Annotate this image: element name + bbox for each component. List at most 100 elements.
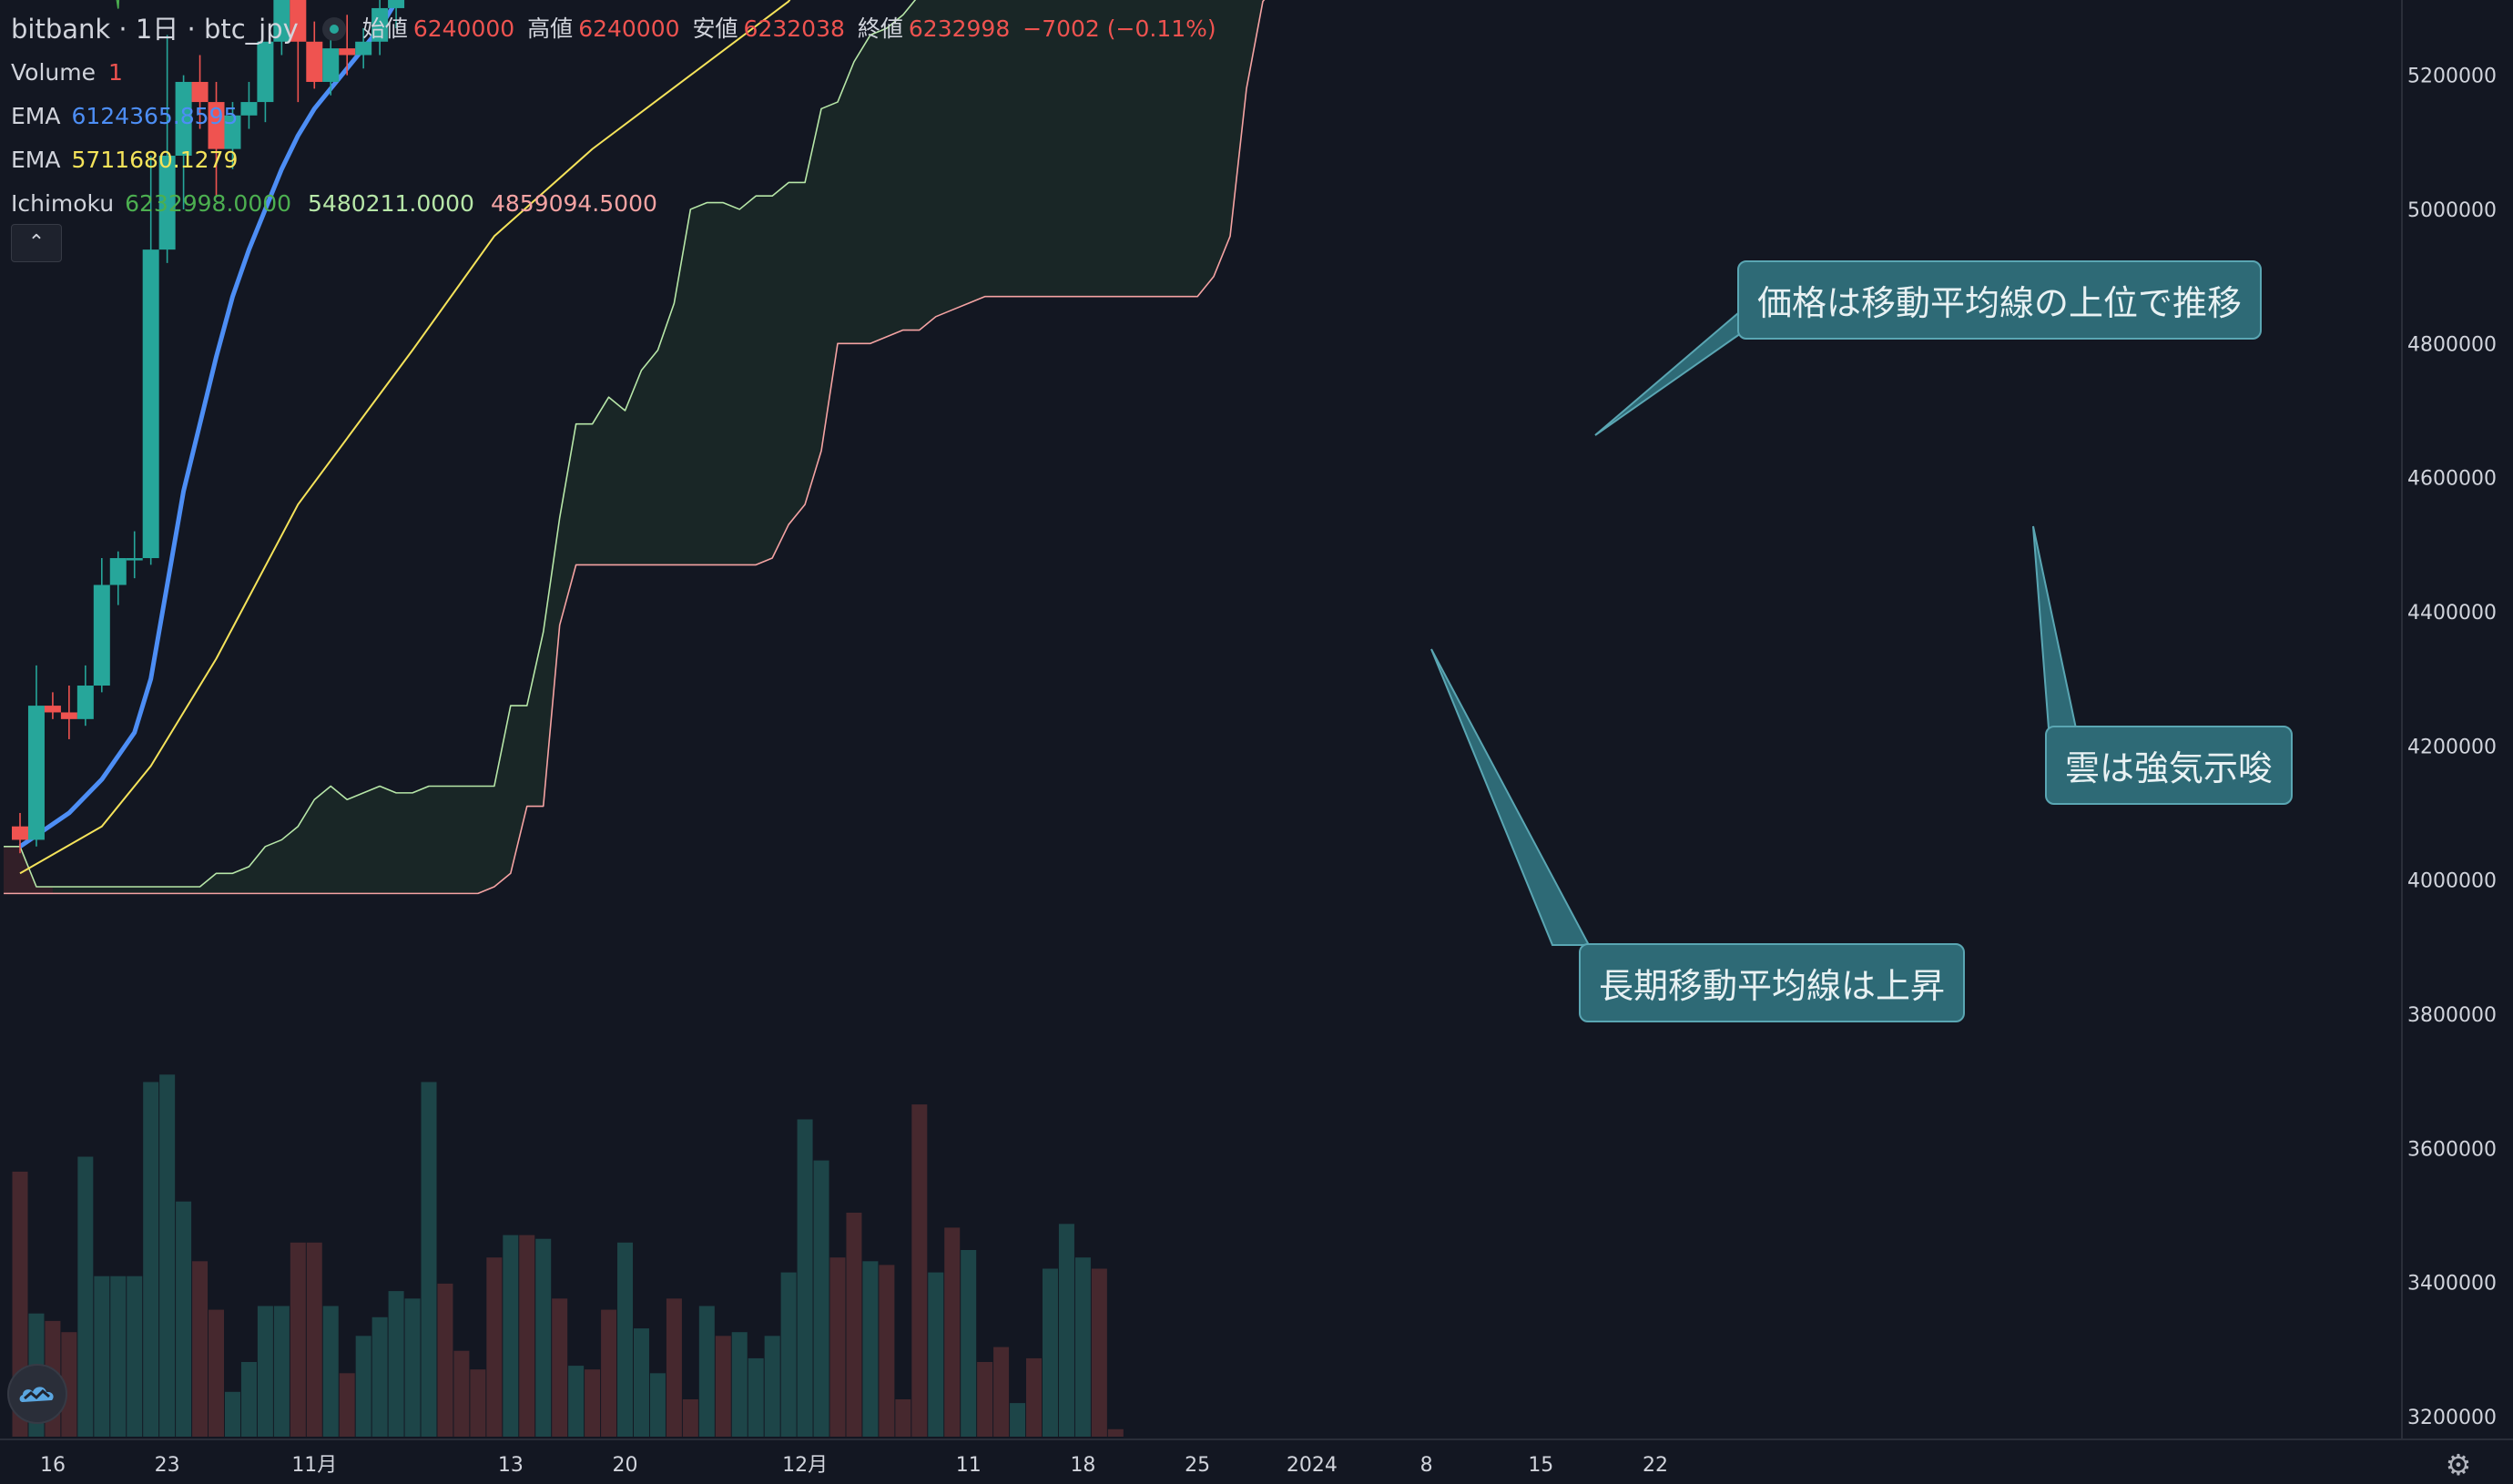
volume-bar xyxy=(159,1074,176,1437)
volume-bar xyxy=(1058,1224,1074,1437)
chevron-up-icon: ⌃ xyxy=(27,231,46,254)
volume-bar xyxy=(552,1298,568,1437)
volume-bar xyxy=(257,1306,273,1437)
volume-bar xyxy=(421,1082,437,1437)
candle-body xyxy=(273,0,290,42)
ema2-value: 5711680.1279 xyxy=(71,147,239,173)
volume-bar xyxy=(568,1366,585,1437)
ichimoku-label: Ichimoku xyxy=(11,190,115,217)
settings-gear-icon[interactable]: ⚙ xyxy=(2446,1448,2472,1482)
volume-bar xyxy=(77,1156,94,1437)
candle-body xyxy=(60,712,77,719)
ichimoku-legend-row[interactable]: Ichimoku 6232998.0000 5480211.0000 48590… xyxy=(11,182,1229,226)
time-tick-label: 22 xyxy=(1643,1454,1668,1477)
volume-bar xyxy=(371,1316,388,1437)
ema1-value: 6124365.8595 xyxy=(71,103,239,129)
ichimoku-cloud xyxy=(4,0,1265,894)
volume-bar xyxy=(993,1347,1010,1437)
senkou-span-b-line xyxy=(4,0,1266,895)
ema2-legend-row[interactable]: EMA 5711680.1279 xyxy=(11,138,1229,182)
price-tick-label: 4400000 xyxy=(2407,602,2497,625)
callout-cloud[interactable]: 雲は強気示唆 xyxy=(2045,726,2294,805)
volume-bar xyxy=(322,1306,339,1437)
high-label: 高値 xyxy=(527,15,574,42)
volume-bar xyxy=(110,1276,127,1437)
candle-body xyxy=(240,102,258,116)
price-tick-label: 5000000 xyxy=(2407,199,2497,222)
volume-bar xyxy=(895,1399,911,1437)
market-status-icon xyxy=(321,17,346,41)
candle-body xyxy=(109,558,127,585)
time-tick-label: 15 xyxy=(1528,1454,1553,1477)
volume-bars xyxy=(12,1074,1124,1437)
volume-bar xyxy=(585,1369,601,1437)
volume-bar xyxy=(143,1082,159,1437)
open-value: 6240000 xyxy=(412,15,515,42)
candle-body xyxy=(257,41,274,103)
candle-body xyxy=(12,826,28,840)
volume-bar xyxy=(486,1257,503,1437)
time-tick-label: 16 xyxy=(40,1454,66,1477)
candle-body xyxy=(158,156,176,250)
cloud-bearish-fill xyxy=(4,846,53,894)
volume-bar xyxy=(617,1242,634,1437)
symbol-label[interactable]: bitbank · 1日 · btc_jpy xyxy=(11,14,299,45)
callout-price[interactable]: 価格は移動平均線の上位で推移 xyxy=(1737,260,2263,340)
volume-bar xyxy=(127,1276,143,1437)
time-tick-label: 18 xyxy=(1070,1454,1095,1477)
ema1-legend-row[interactable]: EMA 6124365.8595 xyxy=(11,95,1229,138)
time-tick-label: 25 xyxy=(1185,1454,1210,1477)
volume-bar xyxy=(404,1298,421,1437)
volume-bar xyxy=(1074,1257,1091,1437)
ema1-label: EMA xyxy=(11,103,61,129)
volume-bar xyxy=(61,1332,77,1437)
candle-body xyxy=(224,115,241,149)
cloud-bullish-fill xyxy=(52,0,1265,894)
candle-body xyxy=(93,584,110,686)
candle-body xyxy=(191,81,209,103)
volume-bar xyxy=(1010,1403,1026,1437)
volume-bar xyxy=(355,1336,371,1437)
volume-bar xyxy=(535,1238,552,1437)
price-tick-label: 4600000 xyxy=(2407,468,2497,491)
volume-bar xyxy=(240,1362,257,1437)
candle-body xyxy=(175,81,192,157)
volume-bar xyxy=(944,1227,961,1437)
candlesticks xyxy=(12,0,405,854)
close-value: 6232998 xyxy=(908,15,1011,42)
volume-label: Volume xyxy=(11,59,96,86)
callout-cloud-pointer xyxy=(2032,525,2078,729)
volume-bar xyxy=(682,1399,698,1437)
low-value: 6232038 xyxy=(743,15,845,42)
volume-bar xyxy=(209,1309,225,1437)
volume-bar xyxy=(666,1298,682,1437)
price-tick-label: 3800000 xyxy=(2407,1004,2497,1027)
volume-bar xyxy=(649,1373,666,1437)
low-label: 安値 xyxy=(692,15,738,42)
volume-bar xyxy=(748,1357,764,1437)
volume-bar xyxy=(977,1362,993,1437)
time-tick-label: 23 xyxy=(155,1454,180,1477)
time-tick-label: 8 xyxy=(1420,1454,1433,1477)
ema2-label: EMA xyxy=(11,147,61,173)
candle-body xyxy=(208,102,225,149)
volume-bar xyxy=(519,1235,535,1437)
candle-body xyxy=(371,7,389,42)
close-label: 終値 xyxy=(857,15,903,42)
volume-bar xyxy=(764,1336,780,1437)
volume-bar xyxy=(273,1306,290,1437)
tradingview-logo[interactable] xyxy=(7,1364,67,1424)
volume-bar xyxy=(1091,1268,1107,1437)
callout-long-ma[interactable]: 長期移動平均線は上昇 xyxy=(1579,943,1966,1022)
senkou-span-a-line xyxy=(4,0,917,888)
volume-bar xyxy=(633,1328,649,1437)
collapse-legend-button[interactable]: ⌃ xyxy=(11,224,62,262)
ema-slow-line xyxy=(19,0,791,875)
ema-fast-line xyxy=(18,0,400,849)
candle-body xyxy=(44,706,61,713)
volume-bar xyxy=(503,1235,519,1437)
volume-legend-row[interactable]: Volume 1 xyxy=(11,51,1229,95)
candle-body xyxy=(290,0,307,42)
